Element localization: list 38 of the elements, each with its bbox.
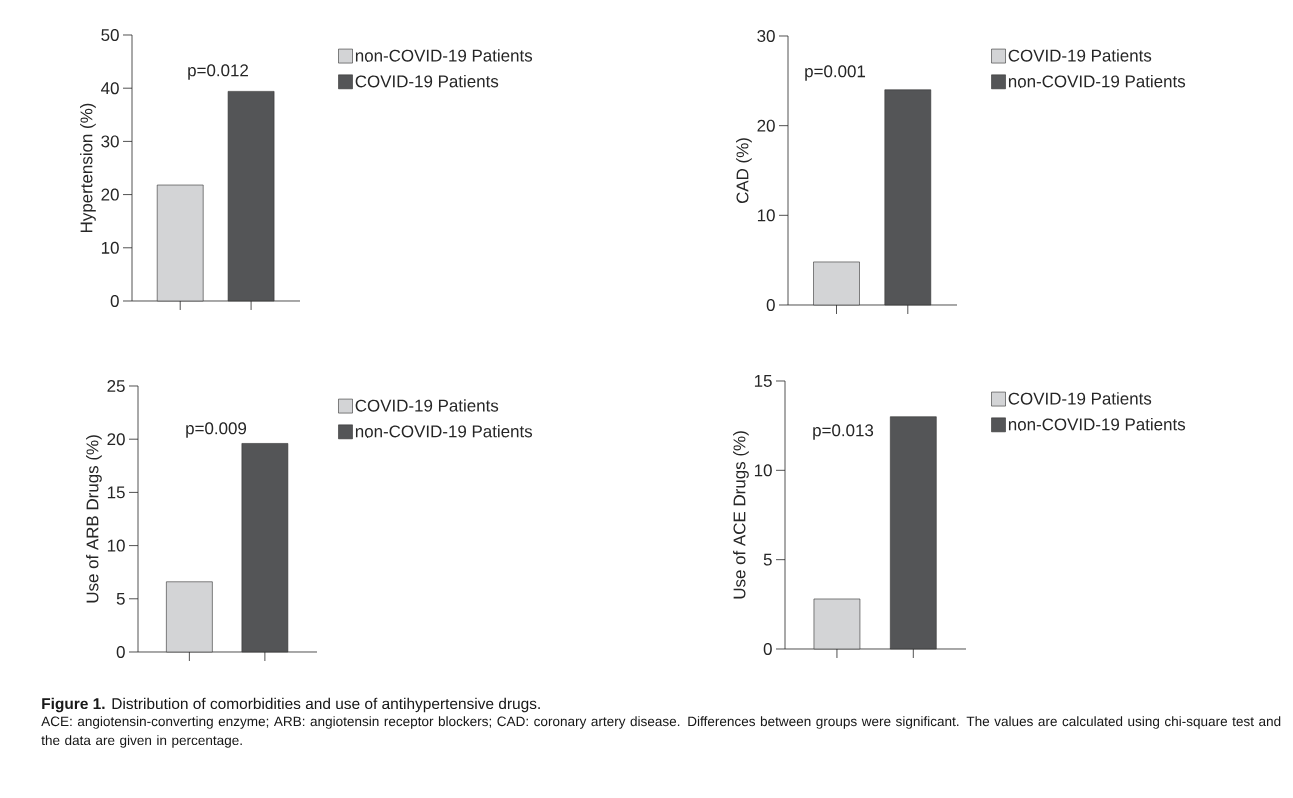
legend-label: non-COVID-19 Patients bbox=[1008, 417, 1186, 431]
y-tick-label: 0 bbox=[110, 295, 119, 307]
y-tick-label: 15 bbox=[754, 375, 772, 387]
annotation: p=0.009 bbox=[186, 422, 247, 438]
y-tick-label: 5 bbox=[763, 553, 772, 566]
y-tick-label: 30 bbox=[101, 135, 119, 148]
annotation: p=0.013 bbox=[813, 424, 874, 440]
y-axis-title: CAD (%) bbox=[736, 138, 752, 204]
y-axis-title: Use of ARB Drugs (%) bbox=[86, 435, 102, 603]
y-tick-label: 0 bbox=[766, 299, 775, 311]
legend-label: COVID-19 Patients bbox=[355, 399, 499, 412]
legend-label: COVID-19 Patients bbox=[1008, 392, 1152, 405]
y-tick-label: 0 bbox=[763, 643, 772, 655]
y-tick-label: 50 bbox=[101, 29, 119, 41]
y-tick-label: 20 bbox=[107, 433, 125, 446]
text: Figure 1. Distribution of comorbidities and use of antihypertensive drugs. bbox=[42, 697, 540, 713]
y-tick-label: 10 bbox=[754, 464, 772, 477]
y-axis-title: Use of ACE Drugs (%) bbox=[733, 431, 749, 599]
y-tick-label: 5 bbox=[116, 592, 125, 605]
y-tick-label: 10 bbox=[101, 241, 119, 254]
legend-label: non-COVID-19 Patients bbox=[355, 49, 533, 62]
y-axis-title: Hypertension (%) bbox=[80, 103, 96, 233]
y-tick-label: 20 bbox=[757, 119, 775, 132]
legend-label: non-COVID-19 Patients bbox=[1008, 74, 1186, 88]
annotation: p=0.012 bbox=[188, 64, 248, 80]
legend-label: COVID-19 Patients bbox=[355, 74, 499, 88]
y-tick-label: 40 bbox=[101, 82, 119, 95]
y-tick-label: 30 bbox=[757, 29, 775, 42]
legend-label: non-COVID-19 Patients bbox=[355, 424, 533, 438]
annotation: p=0.001 bbox=[805, 65, 866, 81]
y-tick-label: 0 bbox=[116, 646, 125, 658]
y-tick-label: 10 bbox=[107, 539, 125, 552]
y-tick-label: 10 bbox=[757, 209, 775, 222]
y-tick-label: 15 bbox=[107, 486, 125, 499]
text: ACE: angiotensin-converting enzyme; ARB: angiotensin receptor blockers; CAD: coronary artery disease. Differences between groups were significant. The values are calculated using chi-square test and the data are given in percentage. bbox=[41, 716, 1281, 748]
legend-label: COVID-19 Patients bbox=[1008, 49, 1152, 62]
y-tick-label: 25 bbox=[107, 380, 125, 392]
y-tick-label: 20 bbox=[101, 188, 119, 201]
